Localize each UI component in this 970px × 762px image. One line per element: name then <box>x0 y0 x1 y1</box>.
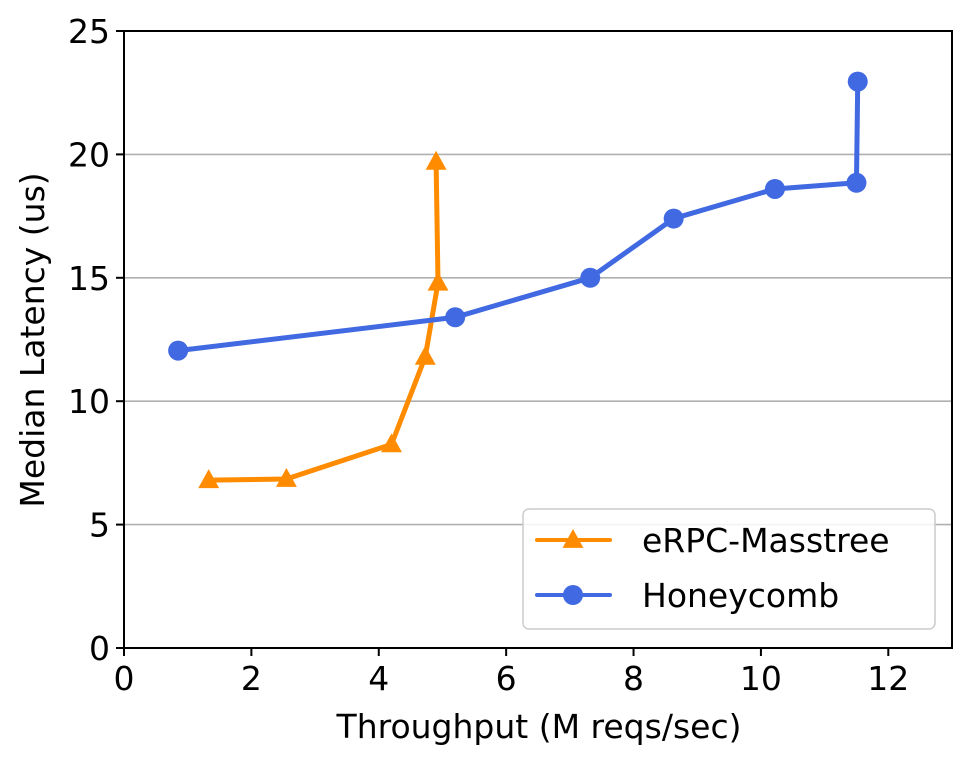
plot-frame <box>123 30 953 649</box>
data-point-erpc-masstree-4 <box>427 271 449 291</box>
y-tick-label-10: 10 <box>68 382 110 421</box>
x-tick-label-0: 0 <box>114 659 135 698</box>
x-tick-label-4: 4 <box>368 659 389 698</box>
x-tick-label-2: 2 <box>241 659 262 698</box>
series-group <box>168 71 868 489</box>
x-tick-label-6: 6 <box>496 659 517 698</box>
legend-label-honeycomb: Honeycomb <box>642 576 839 615</box>
data-point-honeycomb-1 <box>445 307 466 328</box>
x-axis-label: Throughput (M reqs/sec) <box>336 707 742 746</box>
x-tick-label-10: 10 <box>740 659 782 698</box>
y-tick-label-20: 20 <box>68 135 110 174</box>
y-tick-label-0: 0 <box>89 629 110 668</box>
series-line-erpc-masstree <box>206 159 441 483</box>
y-tick-label-25: 25 <box>68 12 110 51</box>
legend-marker-erpc-masstree <box>562 529 584 548</box>
legend-label-erpc-masstree: eRPC-Masstree <box>642 521 890 560</box>
data-point-erpc-masstree-5 <box>425 150 447 170</box>
data-point-honeycomb-5 <box>846 172 867 193</box>
legend-box <box>522 508 936 630</box>
data-point-erpc-masstree-0 <box>198 469 220 489</box>
data-point-erpc-masstree-1 <box>275 467 297 487</box>
data-point-erpc-masstree-2 <box>381 433 402 453</box>
axis-ticks: 0 2 4 6 8 10 12 0 5 10 15 20 25 <box>68 12 909 698</box>
gridlines <box>124 153 952 526</box>
data-point-honeycomb-2 <box>580 267 601 288</box>
legend-marker-honeycomb <box>563 585 583 605</box>
y-axis-label: Median Latency (us) <box>13 172 52 507</box>
x-tick-label-8: 8 <box>623 659 644 698</box>
y-tick-label-5: 5 <box>89 506 110 545</box>
legend: eRPC-Masstree Honeycomb <box>522 508 936 630</box>
data-point-honeycomb-3 <box>663 208 684 229</box>
data-point-honeycomb-0 <box>168 340 189 361</box>
data-point-honeycomb-4 <box>764 178 785 199</box>
series-line-honeycomb <box>175 79 861 354</box>
data-point-erpc-masstree-3 <box>414 345 436 365</box>
x-tick-label-12: 12 <box>867 659 909 698</box>
data-point-honeycomb-6 <box>847 71 868 92</box>
series-erpc-masstree <box>198 150 449 489</box>
y-tick-label-15: 15 <box>68 259 110 298</box>
series-honeycomb <box>168 71 868 361</box>
